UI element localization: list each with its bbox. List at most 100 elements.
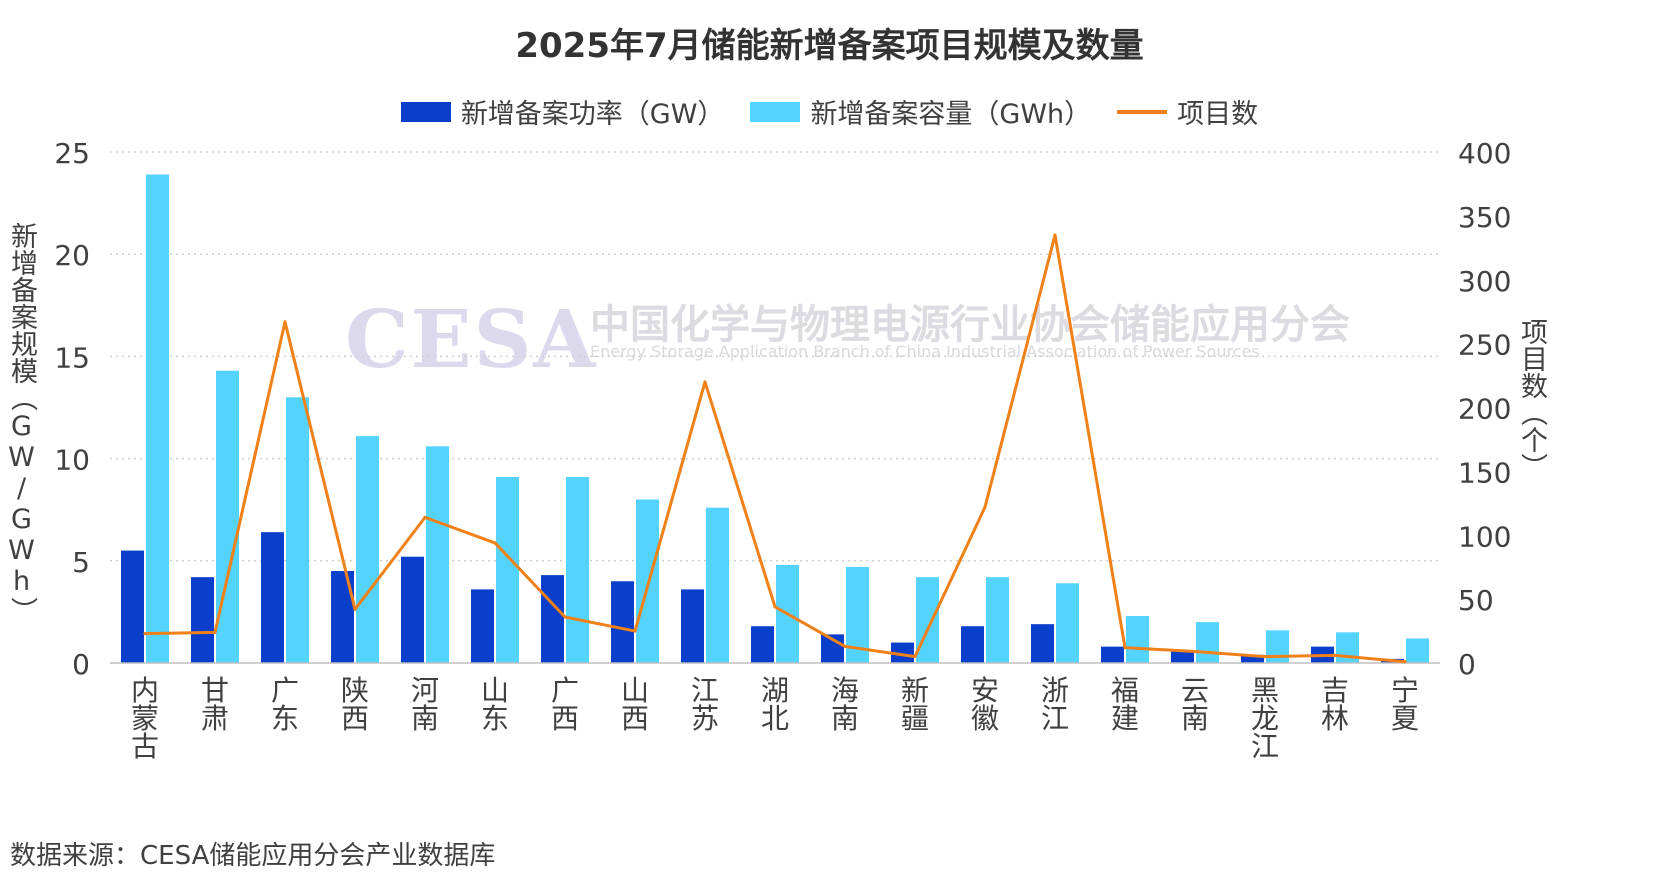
point-project-count [353,607,357,611]
point-project-count [843,644,847,648]
point-project-count [1403,660,1407,664]
legend-label-count: 项目数 [1177,99,1259,130]
bar-capacity [1266,630,1289,663]
y-tick-label-right: 150 [1458,456,1511,489]
x-tick-label: 陕西 [341,674,369,735]
point-project-count [913,655,917,659]
chart-title: 2025年7月储能新增备案项目规模及数量 [515,26,1144,66]
x-tick-label: 内蒙古 [131,674,159,763]
y-axis-left-label: 新增备案规模（GW/GWh） [6,222,37,624]
bar-power [681,589,704,663]
legend: 新增备案功率（GW） 新增备案容量（GWh） 项目数 [0,92,1659,131]
legend-swatch-power [400,101,451,122]
bar-capacity [356,436,379,663]
point-project-count [1193,649,1197,654]
x-tick-label: 河南 [411,674,439,735]
point-project-count [1333,653,1337,657]
x-tick-label: 海南 [831,674,859,735]
bar-power [331,571,354,663]
bar-capacity [986,577,1009,663]
legend-label-power: 新增备案功率（GW） [460,99,725,130]
x-tick-label: 山西 [621,674,649,735]
y-tick-label-right: 400 [1458,137,1511,170]
y-tick-label-right: 100 [1458,520,1511,553]
legend-item-capacity: 新增备案容量（GWh） [750,92,1091,131]
point-project-count [633,629,637,633]
y-tick-label-left: 0 [72,648,90,681]
y-tick-label-right: 0 [1458,648,1476,681]
y-tick-label-right: 350 [1458,201,1511,234]
y-tick-label-left: 20 [54,239,90,272]
point-project-count [143,632,147,636]
point-project-count [283,320,287,324]
point-project-count [703,380,707,384]
point-project-count [1123,646,1127,650]
bar-power [471,589,494,663]
y-tick-label-left: 5 [72,546,90,579]
x-tick-label: 云南 [1181,674,1209,735]
y-tick-label-left: 15 [54,341,90,374]
bar-power [1171,650,1194,663]
point-project-count [423,515,427,519]
bar-power [1031,624,1054,663]
x-tick-label: 福建 [1111,674,1139,735]
y-tick-label-right: 200 [1458,393,1511,426]
point-project-count [1053,233,1057,237]
bar-power [121,550,144,663]
bar-capacity [1196,622,1219,663]
bar-capacity [706,507,729,663]
bar-power [191,577,214,663]
point-project-count [493,541,497,545]
bar-capacity [146,174,169,663]
bar-power [1241,654,1264,663]
y-tick-label-right: 50 [1458,584,1494,617]
point-project-count [213,630,217,634]
bar-power [611,581,634,663]
source-note: 数据来源：CESA储能应用分会产业数据库 [10,841,496,871]
point-project-count [563,615,567,619]
bar-power [1101,646,1124,663]
x-tick-label: 安徽 [971,674,999,735]
y-tick-label-right: 250 [1458,329,1511,362]
y-axis-right-label: 项目数（个） [1516,318,1547,480]
point-project-count [1263,655,1267,659]
bar-capacity [216,370,239,663]
x-tick-label: 黑龙江 [1251,674,1279,763]
x-tick-label: 湖北 [761,674,789,735]
legend-item-power: 新增备案功率（GW） [400,92,725,131]
bar-power [751,626,774,663]
x-tick-label: 甘肃 [201,674,229,735]
bar-capacity [286,397,309,663]
bar-power [401,556,424,663]
x-tick-label: 山东 [481,674,509,735]
x-tick-label: 广东 [271,674,299,735]
y-tick-label-right: 300 [1458,265,1511,298]
bar-power [961,626,984,663]
legend-label-capacity: 新增备案容量（GWh） [810,99,1092,130]
bar-power [891,642,914,663]
x-tick-label: 吉林 [1321,674,1349,735]
legend-item-count: 项目数 [1117,92,1258,131]
bar-power [261,532,284,663]
x-tick-label: 宁夏 [1391,674,1419,735]
bar-capacity [1126,615,1149,663]
x-tick-label: 浙江 [1041,674,1069,735]
bar-power [541,575,564,663]
x-tick-label: 江苏 [691,674,719,735]
bar-capacity [1406,638,1429,663]
point-project-count [773,605,777,609]
y-tick-label-left: 10 [54,444,90,477]
bar-capacity [846,566,869,663]
x-tick-label: 广西 [551,674,579,735]
legend-swatch-capacity [750,101,801,122]
x-tick-label: 新疆 [901,674,929,735]
bar-capacity [496,476,519,663]
bar-capacity [566,476,589,663]
bar-capacity [1056,583,1079,663]
y-tick-label-left: 25 [54,137,90,170]
point-project-count [983,505,987,509]
bar-capacity [426,446,449,663]
legend-swatch-count [1117,109,1168,114]
